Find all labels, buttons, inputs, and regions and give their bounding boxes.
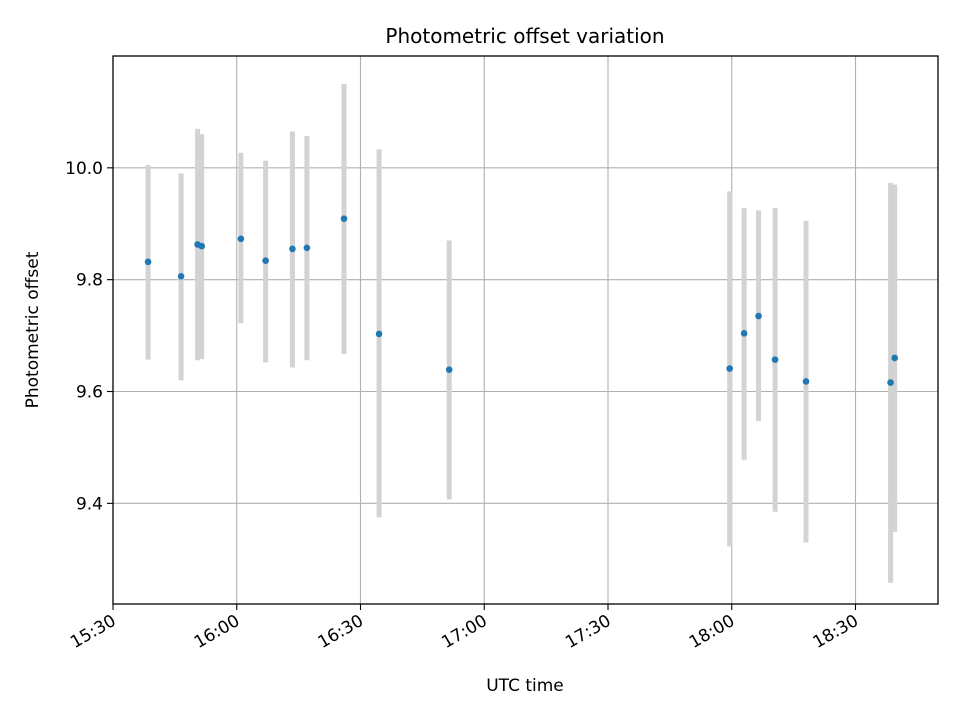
data-point (198, 242, 205, 250)
data-point (740, 330, 748, 337)
y-tick-label: 9.4 (76, 494, 103, 514)
data-point (303, 244, 311, 252)
data-point (726, 365, 733, 372)
data-point (802, 378, 810, 385)
data-point (755, 312, 762, 320)
data-point (237, 235, 245, 243)
x-axis-label: UTC time (486, 676, 564, 696)
y-axis-label: Photometric offset (23, 251, 43, 408)
data-point (771, 356, 779, 363)
data-point (891, 354, 898, 362)
data-point (289, 245, 296, 253)
plot-frame (112, 55, 939, 605)
data-point (375, 330, 383, 338)
data-point (144, 258, 152, 266)
y-tick-label: 10.0 (65, 159, 103, 179)
chart-title: Photometric offset variation (385, 24, 664, 48)
data-point (887, 379, 894, 386)
y-tick-label: 9.8 (76, 271, 103, 291)
data-points (144, 215, 898, 386)
data-point (445, 366, 453, 374)
y-axis-ticks: 9.4 9.6 9.8 10.0 (65, 159, 113, 514)
data-point (262, 257, 269, 264)
data-point (340, 215, 348, 223)
y-tick-label: 9.6 (76, 383, 103, 403)
grid (113, 56, 938, 604)
data-point (177, 273, 185, 280)
